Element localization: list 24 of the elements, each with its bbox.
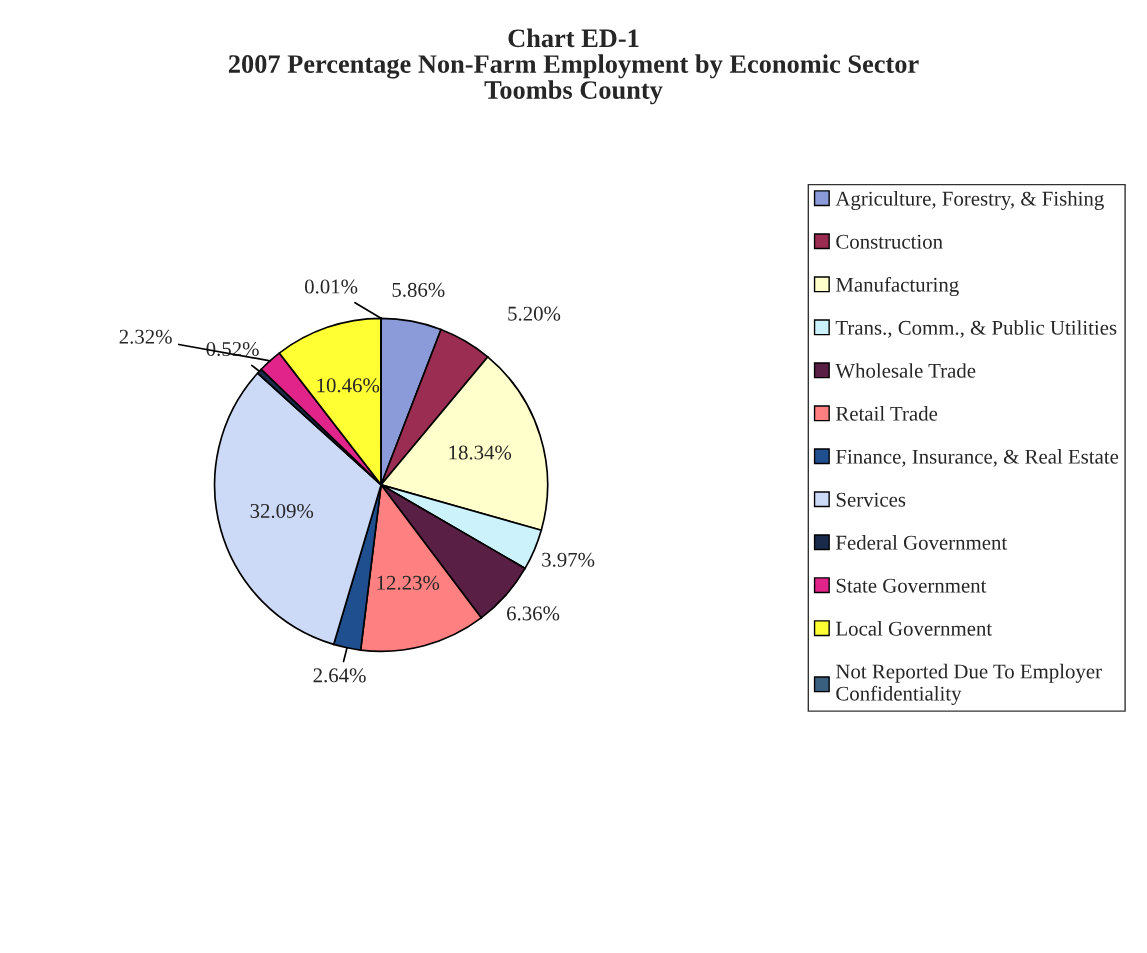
legend-label: Federal Government — [836, 535, 1008, 550]
data-label: 3.97% — [542, 552, 595, 567]
legend-label: State Government — [836, 578, 987, 593]
legend-label: Finance, Insurance, & Real Estate — [836, 449, 1119, 467]
legend-label: Wholesale Trade — [835, 363, 976, 378]
legend-label: Agriculture, Forestry, & Fishing — [835, 191, 1104, 210]
data-label: 0.01% — [304, 279, 358, 294]
legend-label: Services — [836, 492, 906, 507]
data-label: 6.36% — [507, 606, 560, 621]
chart-title: Chart ED-1 2007 Percentage Non-Farm Employment by Economic Sector Toombs County — [228, 28, 919, 105]
data-label: 5.20% — [508, 306, 561, 321]
data-label: 2.64% — [313, 668, 366, 683]
legend-label: Manufacturing — [836, 276, 959, 297]
data-label: 10.46% — [317, 378, 380, 393]
data-label: 18.34% — [449, 445, 512, 460]
data-label: 5.86% — [392, 282, 445, 297]
data-label: 32.09% — [250, 503, 314, 519]
data-label: 12.23% — [377, 575, 440, 590]
legend-label: Retail Trade — [836, 406, 938, 421]
legend-label: Local Government — [836, 621, 993, 636]
legend-label: Not Reported Due To Employer Confidentiality — [836, 663, 1102, 705]
data-label: 2.32% — [119, 329, 172, 344]
legend-label: Construction — [836, 234, 943, 249]
legend-label: Trans., Comm., & Public Utilities — [835, 320, 1117, 338]
